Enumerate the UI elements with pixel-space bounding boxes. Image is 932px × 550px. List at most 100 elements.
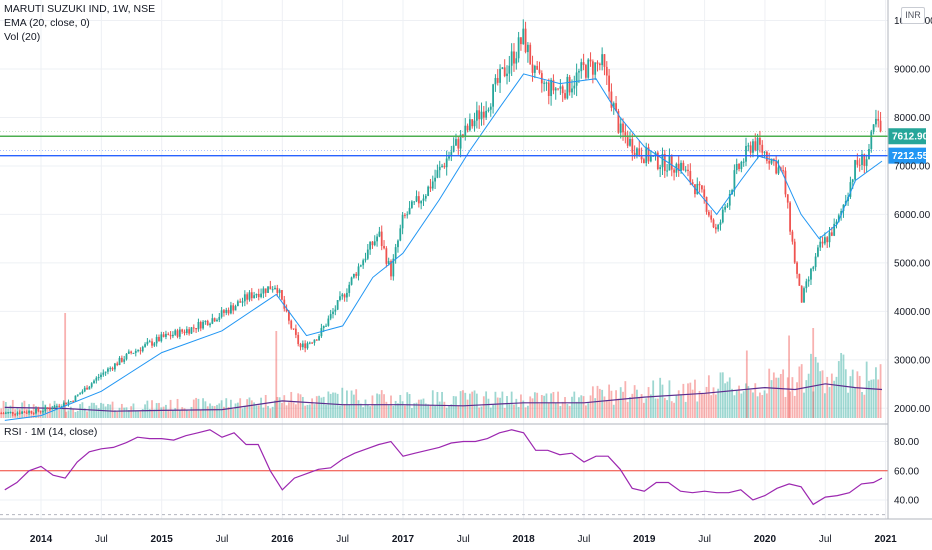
candle-body bbox=[362, 260, 365, 266]
candle-body bbox=[417, 196, 420, 204]
volume-bar bbox=[288, 402, 290, 418]
candle-body bbox=[826, 237, 829, 243]
ema-legend[interactable]: EMA (20, close, 0) bbox=[4, 17, 90, 29]
candle-body bbox=[647, 147, 650, 162]
volume-bar bbox=[65, 411, 68, 418]
x-tick-label: 2017 bbox=[392, 534, 415, 545]
volume-bar bbox=[459, 391, 462, 418]
volume-bar bbox=[125, 407, 128, 418]
candle-body bbox=[9, 411, 12, 413]
candle-body bbox=[705, 196, 708, 212]
volume-bar bbox=[475, 393, 478, 418]
volume-bar bbox=[594, 398, 597, 418]
candle-body bbox=[434, 177, 436, 182]
volume-bar bbox=[633, 385, 636, 418]
candle-body bbox=[7, 412, 10, 414]
candle-body bbox=[643, 159, 645, 164]
candle-body bbox=[274, 287, 276, 290]
volume-bar bbox=[343, 403, 346, 418]
volume-bar bbox=[550, 393, 553, 418]
volume-bar bbox=[248, 397, 251, 418]
volume-bar bbox=[605, 399, 608, 418]
horizontal-levels[interactable]: 7612.90 7212.55 bbox=[0, 128, 929, 164]
candle-body bbox=[42, 411, 44, 413]
candle-body bbox=[0, 413, 3, 415]
currency-button[interactable]: INR bbox=[901, 7, 925, 24]
candle-body bbox=[735, 164, 738, 171]
candle-body bbox=[682, 162, 685, 171]
candle-body bbox=[865, 159, 868, 166]
candle-body bbox=[190, 327, 193, 334]
x-tick-label: Jul bbox=[457, 534, 470, 545]
candle-body bbox=[413, 201, 416, 203]
candle-body bbox=[204, 320, 207, 322]
volume-bar bbox=[359, 403, 362, 418]
volume-bar bbox=[701, 392, 703, 418]
volume-bar bbox=[355, 389, 358, 418]
volume-legend[interactable]: Vol (20) bbox=[4, 31, 41, 43]
x-tick-label: 2015 bbox=[151, 534, 174, 545]
x-tick-label: Jul bbox=[336, 534, 349, 545]
volume-bar bbox=[489, 407, 492, 418]
grid-lines bbox=[0, 0, 888, 519]
candle-body bbox=[267, 286, 269, 293]
volume-bar bbox=[234, 403, 237, 418]
candle-body bbox=[877, 118, 880, 121]
candle-body bbox=[394, 247, 397, 259]
candle-body bbox=[745, 145, 747, 162]
candle-body bbox=[281, 290, 283, 300]
candle-body bbox=[79, 393, 81, 395]
candle-body bbox=[257, 293, 260, 298]
candle-body bbox=[315, 339, 318, 341]
candle-body bbox=[404, 214, 406, 216]
candle-body bbox=[870, 131, 873, 150]
candle-body bbox=[253, 295, 256, 299]
volume-bar bbox=[480, 406, 483, 418]
volume-bar bbox=[663, 397, 666, 418]
volume-bar bbox=[698, 390, 701, 418]
volume-bar bbox=[30, 410, 33, 418]
volume-bar bbox=[390, 395, 392, 418]
volume-bar bbox=[844, 369, 847, 418]
candle-body bbox=[55, 405, 58, 407]
volume-bar bbox=[856, 371, 859, 418]
volume-bar bbox=[673, 402, 675, 418]
candle-body bbox=[823, 237, 826, 244]
candle-body bbox=[385, 248, 388, 264]
candle-body bbox=[640, 155, 643, 160]
candle-body bbox=[213, 318, 216, 322]
candle-body bbox=[53, 405, 56, 409]
candle-body bbox=[673, 169, 675, 173]
rsi-legend[interactable]: RSI · 1M (14, close) bbox=[4, 426, 98, 438]
candle-body bbox=[271, 289, 274, 291]
volume-bar bbox=[313, 404, 316, 418]
volume-bar bbox=[174, 408, 177, 418]
volume-bar bbox=[383, 394, 385, 418]
volume-bar bbox=[332, 392, 334, 418]
volume-bar bbox=[863, 394, 866, 418]
volume-bar bbox=[747, 386, 750, 418]
volume-bar bbox=[617, 398, 620, 418]
volume-bar bbox=[575, 401, 578, 418]
volume-bar bbox=[218, 403, 221, 418]
candle-body bbox=[81, 391, 84, 394]
candlesticks bbox=[0, 19, 882, 417]
volume-bar bbox=[513, 404, 515, 418]
candle-body bbox=[264, 288, 267, 293]
volume-bar bbox=[531, 398, 534, 418]
volume-bar bbox=[181, 407, 184, 418]
candle-body bbox=[622, 123, 624, 133]
volume-bar bbox=[861, 391, 863, 418]
candle-body bbox=[638, 148, 641, 156]
volume-bar bbox=[160, 407, 163, 418]
volume-bar bbox=[724, 383, 727, 418]
candle-body bbox=[568, 76, 571, 93]
volume-bar bbox=[872, 379, 875, 418]
volume-bar bbox=[304, 405, 307, 418]
volume-bar bbox=[777, 377, 780, 418]
volume-bar bbox=[334, 392, 337, 418]
volume-bar bbox=[791, 377, 794, 418]
volume-bar bbox=[392, 405, 395, 418]
symbol-title[interactable]: MARUTI SUZUKI IND, 1W, NSE bbox=[4, 3, 156, 15]
